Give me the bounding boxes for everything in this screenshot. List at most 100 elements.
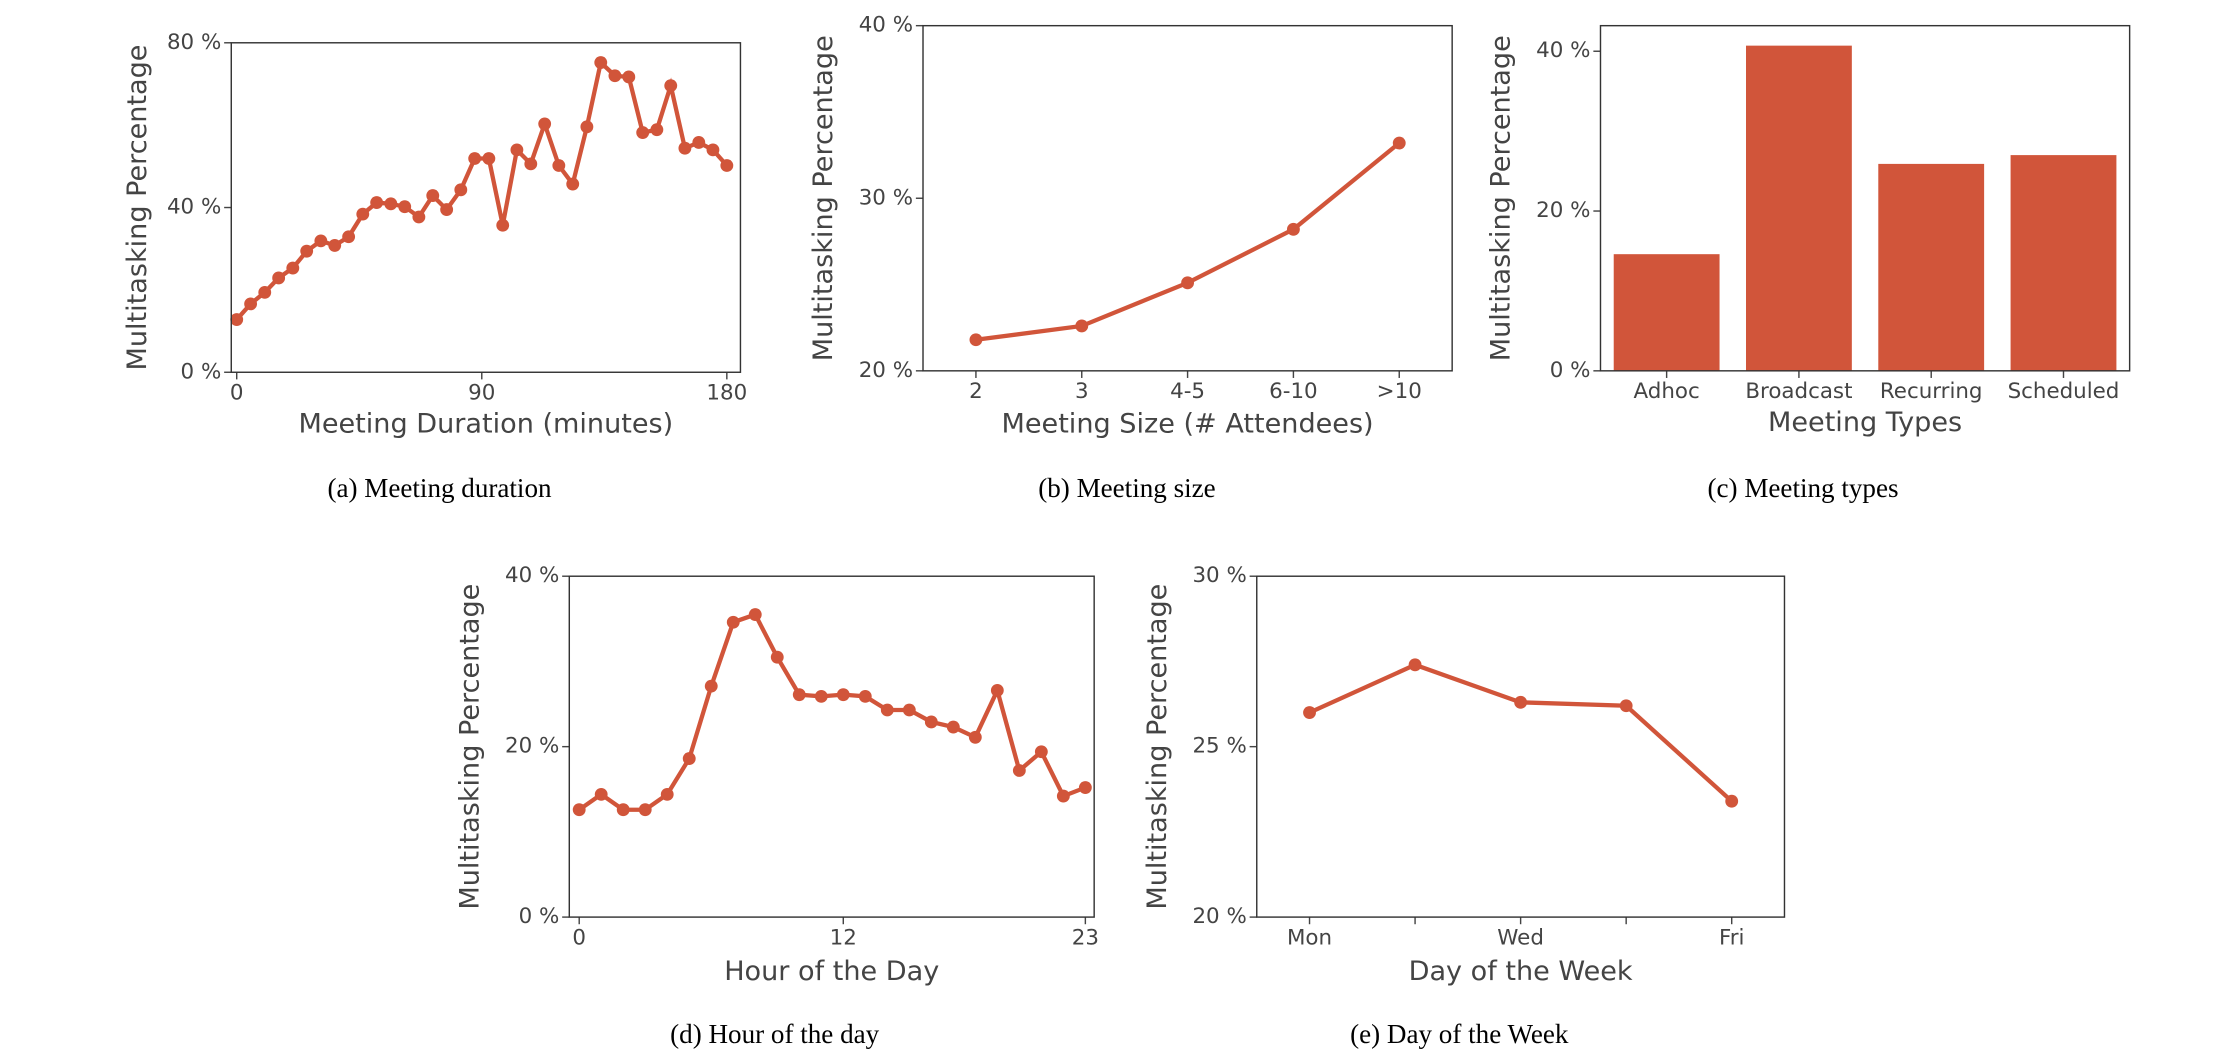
marker <box>482 152 496 165</box>
marker <box>650 123 664 137</box>
marker <box>726 615 740 629</box>
marker <box>1725 794 1739 808</box>
y-tick-label: 0 % <box>519 904 560 929</box>
y-tick-label: 20 % <box>505 734 559 759</box>
marker <box>496 218 510 232</box>
x-tick-label: 4-5 <box>1170 379 1205 404</box>
marker <box>770 650 784 664</box>
marker <box>272 271 286 285</box>
x-tick-label: Fri <box>1719 925 1744 950</box>
line <box>1308 662 1734 803</box>
x-tick-label: 3 <box>1075 379 1089 404</box>
caption: (e) Day of the Week <box>1350 1019 1569 1049</box>
marker <box>792 688 806 702</box>
marker <box>384 197 398 211</box>
marker <box>258 285 272 299</box>
y-axis-label: Multitasking Percentage <box>808 35 839 361</box>
marker <box>946 720 960 734</box>
marker <box>664 79 678 93</box>
y-tick-label: 80 % <box>167 30 221 55</box>
marker <box>1075 319 1089 333</box>
y-tick-label: 40 % <box>1536 38 1590 63</box>
y-tick-label: 25 % <box>1192 734 1246 759</box>
caption: (a) Meeting duration <box>327 473 552 503</box>
marker <box>1034 745 1048 759</box>
marker <box>454 183 468 197</box>
y-tick-label: 40 % <box>859 13 913 38</box>
marker <box>1012 764 1026 777</box>
x-axis-label: Hour of the Day <box>724 956 939 987</box>
marker <box>468 152 482 165</box>
marker <box>1392 136 1406 150</box>
marker <box>426 189 440 202</box>
y-axis-label: Multitasking Percentage <box>454 584 485 910</box>
y-tick-label: 20 % <box>1192 904 1246 929</box>
marker <box>342 230 356 244</box>
bar <box>2010 155 2117 371</box>
marker <box>244 297 258 311</box>
marker <box>706 143 720 157</box>
marker <box>594 787 608 801</box>
x-tick-label: Broadcast <box>1745 379 1852 404</box>
plot-frame <box>568 575 1095 918</box>
marker <box>524 157 538 171</box>
marker <box>682 752 696 766</box>
line <box>577 611 1087 812</box>
marker <box>622 70 636 84</box>
y-tick-label: 0 % <box>1550 358 1591 383</box>
marker <box>880 703 894 717</box>
marker <box>748 608 762 621</box>
marker <box>638 803 652 817</box>
line <box>235 58 729 321</box>
x-tick-label: Recurring <box>1880 379 1983 404</box>
marker <box>636 126 650 139</box>
caption: (b) Meeting size <box>1038 473 1215 503</box>
y-tick-label: 40 % <box>167 195 221 220</box>
y-axis-label: Multitasking Percentage <box>122 45 153 371</box>
marker <box>230 313 244 326</box>
x-axis-label: Day of the Week <box>1409 956 1633 987</box>
y-axis-label: Multitasking Percentage <box>1486 35 1517 361</box>
marker <box>1286 222 1300 236</box>
x-axis-label: Meeting Size (# Attendees) <box>1002 409 1374 440</box>
marker <box>538 117 552 131</box>
y-tick-label: 20 % <box>859 358 913 383</box>
x-tick-label: 2 <box>969 379 983 404</box>
plot-frame <box>922 24 1453 372</box>
bar <box>1878 163 1985 371</box>
marker <box>1078 781 1092 794</box>
marker <box>440 203 454 217</box>
marker <box>314 234 328 248</box>
bar <box>1746 45 1852 371</box>
marker <box>1408 658 1422 672</box>
marker <box>412 210 426 224</box>
caption: (c) Meeting types <box>1708 473 1899 503</box>
y-axis-label: Multitasking Percentage <box>1142 584 1173 910</box>
marker <box>814 689 828 703</box>
marker <box>300 244 314 258</box>
marker <box>969 333 983 347</box>
marker <box>1303 706 1316 719</box>
x-tick-label: Mon <box>1287 925 1332 950</box>
marker <box>510 143 524 157</box>
marker <box>924 715 938 729</box>
marker <box>858 689 872 703</box>
y-tick-label: 30 % <box>859 185 913 210</box>
marker <box>1514 695 1528 709</box>
x-tick-label: Wed <box>1497 925 1544 950</box>
plot-frame <box>1599 24 2131 372</box>
x-tick-label: >10 <box>1377 379 1422 404</box>
y-tick-label: 20 % <box>1536 198 1590 223</box>
marker <box>1181 276 1195 290</box>
marker <box>608 69 622 83</box>
marker <box>990 683 1004 697</box>
plot-frame <box>230 42 742 373</box>
x-axis-label: Meeting Duration (minutes) <box>298 409 673 440</box>
marker <box>616 803 630 817</box>
marker <box>572 803 586 817</box>
marker <box>566 177 580 191</box>
x-tick-label: 90 <box>468 381 495 406</box>
marker <box>692 136 706 149</box>
x-tick-label: 23 <box>1072 925 1099 950</box>
